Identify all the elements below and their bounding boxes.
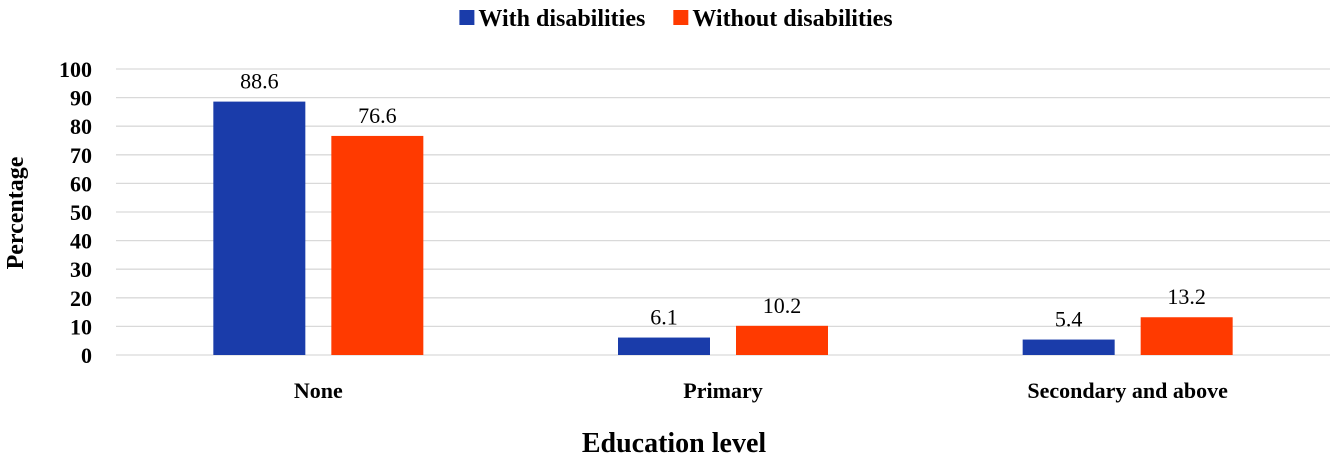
legend: With disabilities Without disabilities	[459, 6, 893, 32]
y-axis-label: Percentage	[3, 156, 29, 269]
bar-with-disabilities	[1022, 339, 1115, 355]
legend-swatch	[673, 10, 689, 25]
y-tick-label: 90	[70, 86, 92, 111]
data-label: 5.4	[1055, 307, 1083, 332]
y-tick-label: 100	[59, 57, 92, 82]
x-tick-label: Secondary and above	[1027, 378, 1228, 403]
bar-with-disabilities	[618, 337, 710, 355]
bars: 88.6 76.6 6.1 10.2 5.4 13.2	[213, 69, 1233, 355]
y-tick-label: 10	[70, 314, 92, 339]
y-tick-label: 20	[70, 286, 92, 311]
y-tick-label: 60	[70, 171, 92, 196]
x-axis-ticks: None Primary Secondary and above	[294, 378, 1228, 403]
gridlines	[116, 68, 1330, 356]
x-tick-label: Primary	[683, 378, 762, 403]
legend-swatch	[459, 10, 475, 25]
y-tick-label: 40	[70, 229, 92, 254]
data-label: 13.2	[1167, 284, 1206, 309]
legend-label: With disabilities	[478, 6, 645, 32]
x-tick-label: None	[294, 378, 343, 403]
bar-without-disabilities	[736, 325, 828, 355]
bar-with-disabilities	[213, 101, 306, 355]
data-label: 88.6	[240, 69, 279, 94]
y-tick-label: 50	[70, 200, 92, 225]
y-axis-ticks: 0 10 20 30 40 50 60 70 80 90 100	[59, 57, 92, 368]
legend-item: Without disabilities	[673, 6, 893, 32]
y-tick-label: 80	[70, 114, 92, 139]
legend-item: With disabilities	[459, 6, 645, 32]
data-label: 10.2	[763, 293, 802, 318]
x-axis-label: Education level	[582, 428, 767, 459]
data-label: 76.6	[358, 103, 397, 128]
y-tick-label: 0	[81, 343, 92, 368]
bar-without-disabilities	[331, 135, 424, 355]
bar-without-disabilities	[1140, 317, 1233, 355]
y-tick-label: 70	[70, 143, 92, 168]
y-tick-label: 30	[70, 257, 92, 282]
legend-label: Without disabilities	[692, 6, 892, 32]
data-label: 6.1	[650, 305, 678, 330]
